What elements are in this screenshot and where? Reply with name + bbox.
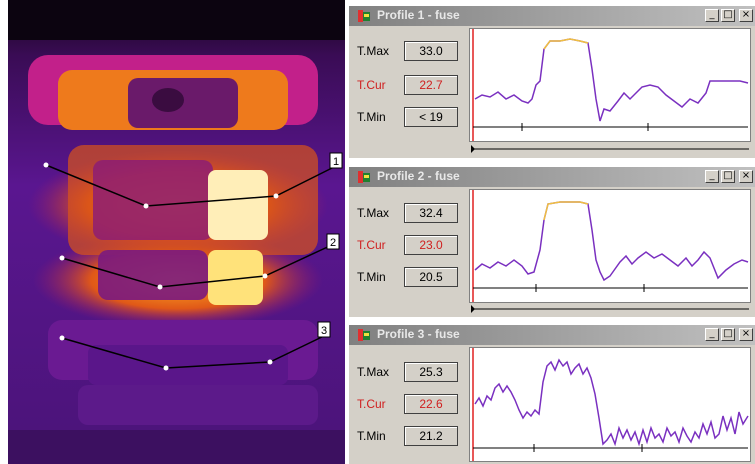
profile-app-icon	[358, 10, 370, 22]
tcur-label: T.Cur	[357, 238, 386, 252]
profile-1-scroll-slider[interactable]	[469, 144, 751, 154]
maximize-button[interactable]: □	[721, 9, 735, 22]
maximize-button[interactable]: □	[721, 170, 735, 183]
tmax-value: 32.4	[404, 203, 458, 223]
profile-3-plot[interactable]	[469, 347, 751, 462]
minimize-button[interactable]: _	[705, 328, 719, 341]
close-button[interactable]: ×	[739, 328, 753, 341]
profile-marker-1[interactable]: 1	[333, 156, 339, 168]
profile-window-3: Profile 3 - fuse _ □ × T.Max 25.3 T.Cur …	[349, 325, 755, 464]
thermal-image: 1 2 3	[8, 0, 345, 464]
tmin-label: T.Min	[357, 110, 386, 124]
tmin-label: T.Min	[357, 429, 386, 443]
profile-2-trace-chart	[472, 190, 749, 302]
profile-1-titlebar[interactable]: Profile 1 - fuse _ □ ×	[349, 6, 755, 26]
tmin-label: T.Min	[357, 270, 386, 284]
tcur-value: 22.6	[404, 394, 458, 414]
minimize-button[interactable]: _	[705, 9, 719, 22]
tcur-value: 23.0	[404, 235, 458, 255]
minimize-button[interactable]: _	[705, 170, 719, 183]
profile-3-trace-chart	[472, 348, 749, 461]
profile-1-title: Profile 1 - fuse	[377, 8, 460, 22]
profile-app-icon	[358, 171, 370, 183]
close-button[interactable]: ×	[739, 9, 753, 22]
profile-marker-2[interactable]: 2	[330, 237, 336, 249]
profile-app-icon	[358, 329, 370, 341]
tmax-label: T.Max	[357, 44, 390, 58]
profile-3-title: Profile 3 - fuse	[377, 327, 460, 341]
tmin-value: 21.2	[404, 426, 458, 446]
profile-2-plot[interactable]	[469, 189, 751, 303]
profile-window-2: Profile 2 - fuse _ □ × T.Max 32.4 T.Cur …	[349, 167, 755, 317]
tmax-value: 33.0	[404, 41, 458, 61]
tcur-label: T.Cur	[357, 397, 386, 411]
profile-window-1: Profile 1 - fuse _ □ × T.Max 33.0 T.Cur …	[349, 6, 755, 158]
close-button[interactable]: ×	[739, 170, 753, 183]
profile-1-trace-chart	[472, 29, 749, 141]
maximize-button[interactable]: □	[721, 328, 735, 341]
profile-marker-3[interactable]: 3	[321, 325, 327, 337]
tmax-label: T.Max	[357, 365, 390, 379]
tcur-label: T.Cur	[357, 78, 386, 92]
tmax-value: 25.3	[404, 362, 458, 382]
thermal-image-canvas: 1 2 3	[8, 0, 345, 464]
profile-3-titlebar[interactable]: Profile 3 - fuse _ □ ×	[349, 325, 755, 345]
tmax-label: T.Max	[357, 206, 390, 220]
profile-2-titlebar[interactable]: Profile 2 - fuse _ □ ×	[349, 167, 755, 187]
tmin-value: < 19	[404, 107, 458, 127]
profile-2-title: Profile 2 - fuse	[377, 169, 460, 183]
profile-1-plot[interactable]	[469, 28, 751, 142]
tmin-value: 20.5	[404, 267, 458, 287]
profile-2-scroll-slider[interactable]	[469, 304, 751, 314]
tcur-value: 22.7	[404, 75, 458, 95]
